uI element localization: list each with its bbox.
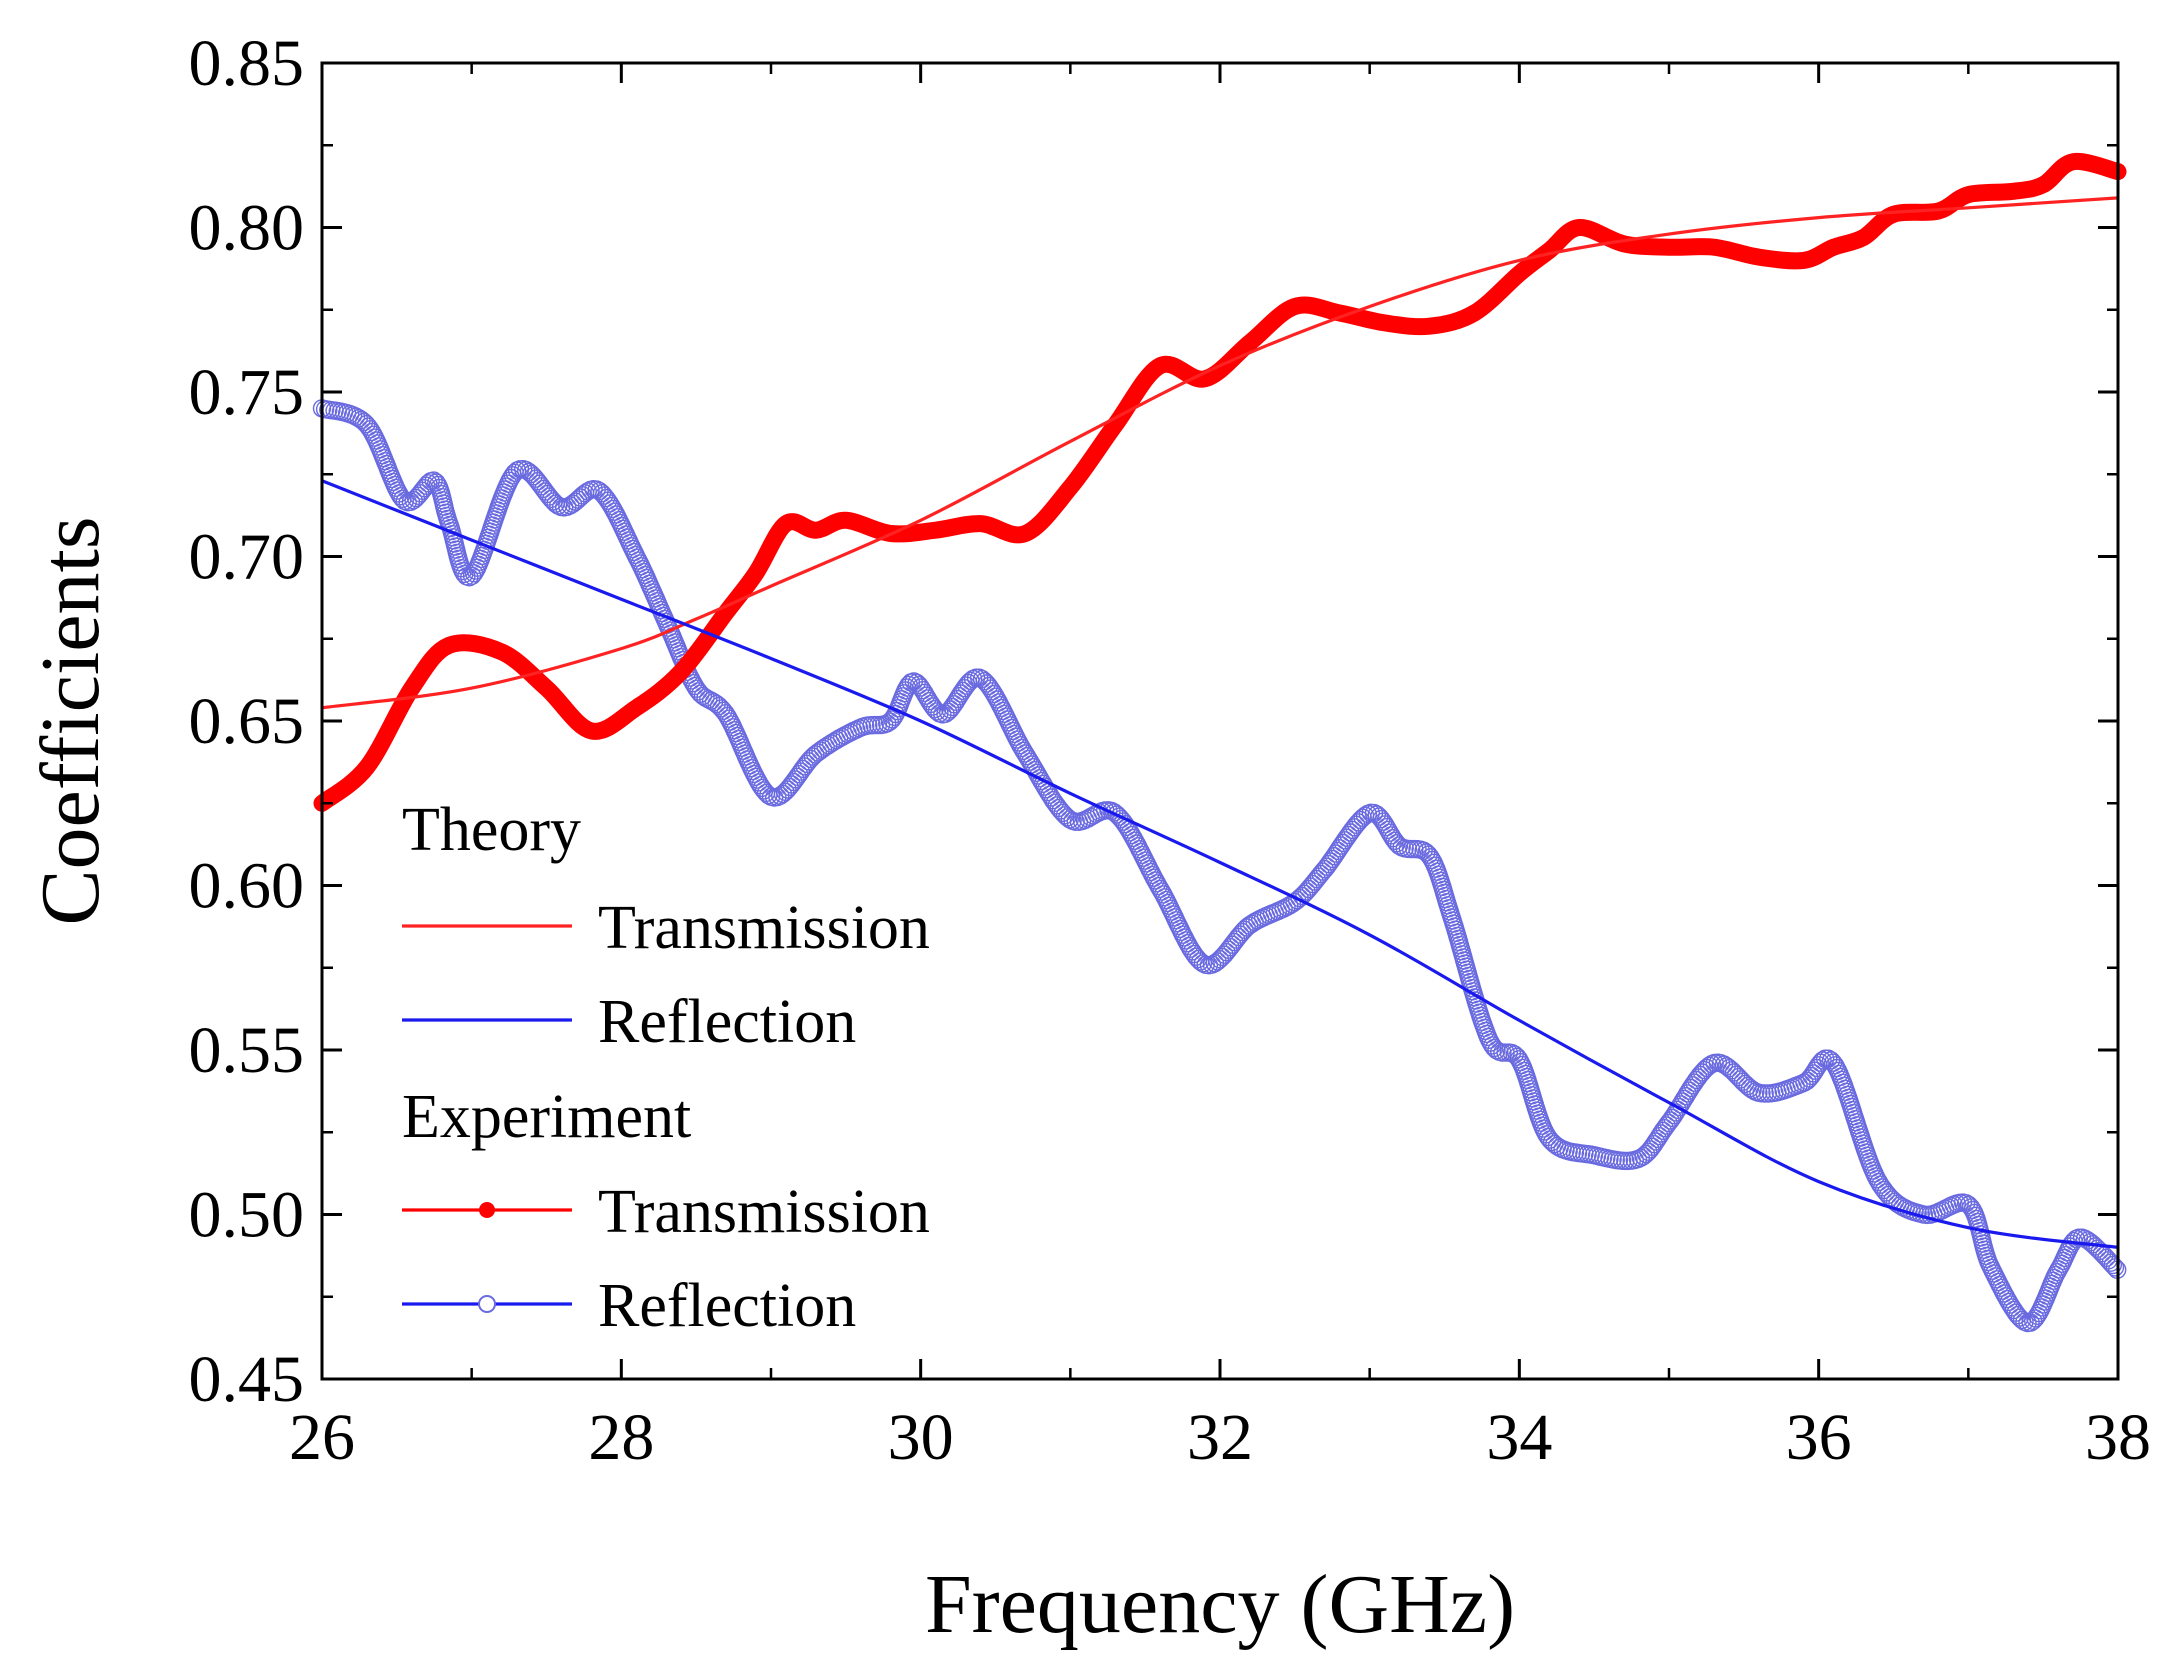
reflection-marker [899, 675, 918, 695]
x-axis-title: Frequency (GHz) [925, 1558, 1515, 1651]
reflection-marker [1009, 733, 1028, 752]
y-tick-label: 0.65 [189, 685, 305, 758]
reflection-marker [1124, 828, 1143, 848]
experiment-transmission-series [313, 152, 2127, 812]
legend: Theory Transmission Reflection Experimen… [402, 796, 930, 1340]
ticks-layer: 26 28 30 32 34 36 38 0.45 0.50 0.55 0.60 0.65 0.70 0.… [189, 27, 2152, 1474]
reflection-marker [602, 496, 621, 516]
y-tick-label: 0.60 [189, 850, 305, 923]
legend-theory-reflection-label: Reflection [598, 988, 856, 1056]
x-tick-label: 32 [1187, 1401, 1253, 1474]
reflection-marker [393, 489, 412, 508]
plot-frame [320, 61, 2120, 1381]
experiment-reflection-series [312, 399, 2127, 1333]
legend-experiment-reflection-label: Reflection [598, 1272, 856, 1340]
reflection-marker [897, 678, 917, 697]
theory-transmission-series [321, 196, 2119, 710]
reflection-marker [2046, 1265, 2065, 1285]
y-axis-title: Coefficients [24, 516, 117, 925]
reflection-marker [1144, 868, 1164, 887]
y-tick-label: 0.45 [189, 1343, 305, 1416]
reflection-marker [2027, 1306, 2047, 1326]
x-tick-label: 30 [888, 1401, 954, 1474]
reflection-marker [1150, 879, 1170, 899]
x-tick-label: 38 [2085, 1401, 2151, 1474]
legend-theory-transmission-label: Transmission [598, 894, 930, 962]
x-tick-label: 26 [289, 1401, 355, 1474]
reflection-marker [2066, 1229, 2086, 1249]
reflection-marker [603, 499, 623, 519]
y-tick-label: 0.70 [189, 521, 305, 594]
reflection-marker [2105, 1258, 2125, 1277]
reflection-marker [1146, 871, 1165, 890]
y-tick-label: 0.80 [189, 192, 305, 265]
x-tick-label: 36 [1786, 1401, 1852, 1474]
reflection-marker [1385, 831, 1405, 850]
reflection-marker [2103, 1255, 2123, 1275]
y-tick-label: 0.50 [189, 1179, 305, 1252]
x-tick-label: 28 [588, 1401, 654, 1474]
y-tick-label: 0.75 [189, 356, 305, 429]
reflection-marker [453, 561, 472, 581]
legend-experiment-transmission-marker [479, 1202, 495, 1218]
reflection-marker [1994, 1284, 2014, 1303]
reflection-marker [984, 684, 1004, 704]
reflection-marker [2047, 1262, 2067, 1282]
y-tick-label: 0.55 [189, 1014, 305, 1087]
y-tick-label: 0.85 [189, 27, 305, 100]
legend-experiment-reflection-marker [478, 1295, 496, 1313]
experiment-reflection-series-guide [322, 408, 2118, 1323]
theory-reflection-series [321, 479, 2119, 1249]
legend-theory-title: Theory [402, 796, 581, 864]
series-layer [312, 152, 2127, 1333]
reflection-marker [1058, 808, 1077, 827]
reflection-marker [507, 461, 527, 480]
legend-experiment-transmission-label: Transmission [598, 1178, 930, 1246]
legend-experiment-title: Experiment [402, 1083, 691, 1151]
reflection-marker [718, 706, 737, 726]
x-tick-label: 34 [1486, 1401, 1552, 1474]
reflection-marker [455, 564, 474, 584]
reflection-marker [1122, 825, 1142, 845]
reflection-marker [830, 729, 849, 748]
